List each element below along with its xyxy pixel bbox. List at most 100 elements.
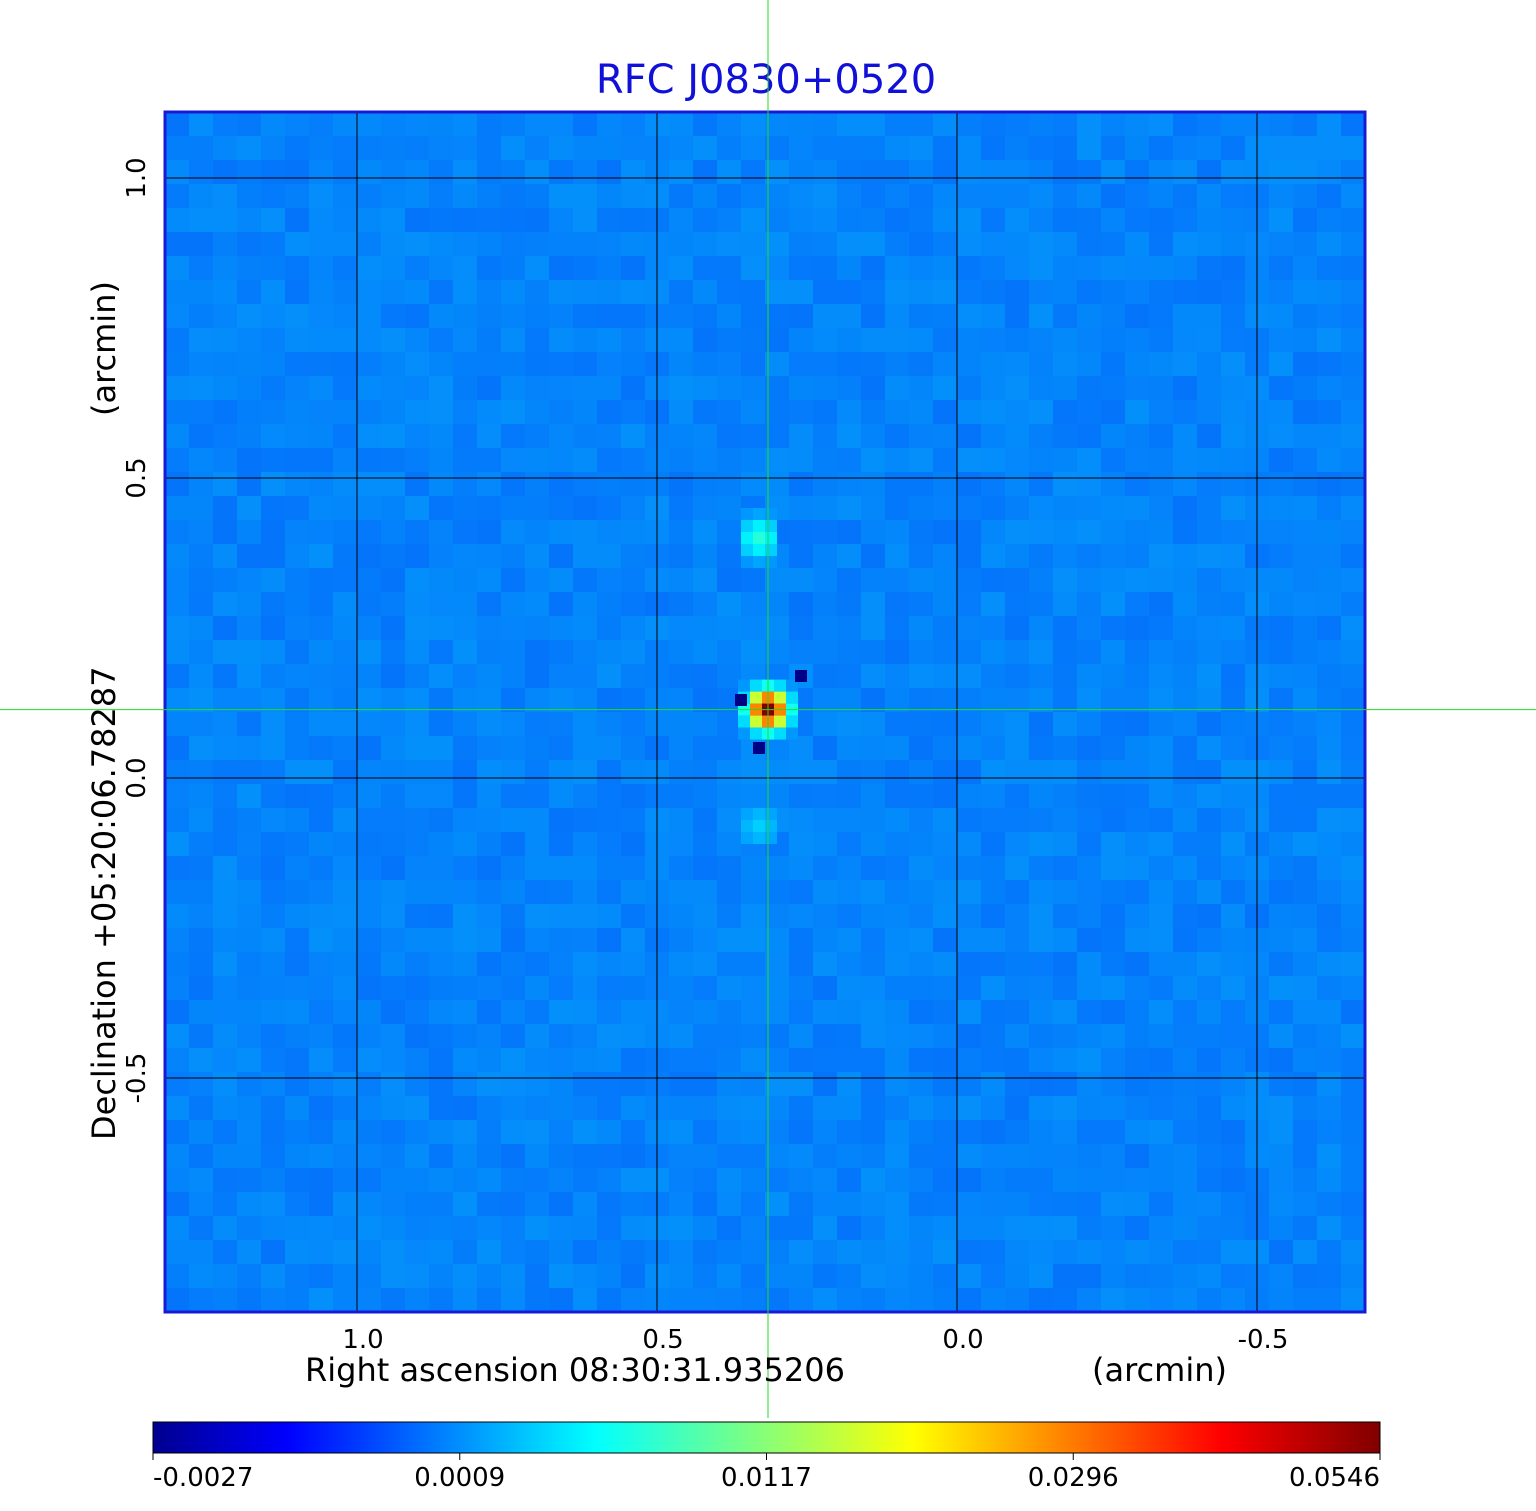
noise-cell [717,472,741,496]
noise-cell [1173,808,1197,832]
noise-cell [573,304,597,328]
jet-knot-north-pixel [765,544,777,556]
noise-cell [1317,1144,1341,1168]
noise-cell [1293,904,1317,928]
noise-cell [261,1216,285,1240]
y-tick-labels: 1.00.50.0-0.5 [122,157,152,1103]
noise-cell [1005,592,1029,616]
noise-cell [789,352,813,376]
noise-cell [525,328,549,352]
noise-cell [1101,904,1125,928]
noise-cell [813,304,837,328]
noise-cell [909,856,933,880]
noise-cell [189,1000,213,1024]
noise-cell [573,832,597,856]
noise-cell [549,856,573,880]
noise-cell [1221,880,1245,904]
noise-cell [1101,328,1125,352]
noise-cell [669,376,693,400]
noise-cell [1197,520,1221,544]
noise-cell [237,304,261,328]
noise-cell [357,496,381,520]
noise-cell [453,1240,477,1264]
noise-cell [573,808,597,832]
noise-cell [333,616,357,640]
noise-cell [165,280,189,304]
noise-cell [261,1192,285,1216]
noise-cell [573,328,597,352]
noise-cell [405,376,429,400]
noise-cell [621,184,645,208]
noise-cell [189,664,213,688]
noise-cell [1053,1048,1077,1072]
noise-cell [813,784,837,808]
noise-cell [597,544,621,568]
noise-cell [1341,208,1365,232]
noise-cell [309,544,333,568]
noise-cell [909,1240,933,1264]
noise-cell [909,616,933,640]
noise-cell [1125,136,1149,160]
noise-cell [741,376,765,400]
noise-cell [1269,568,1293,592]
noise-cell [573,976,597,1000]
noise-cell [189,856,213,880]
noise-cell [573,1120,597,1144]
noise-cell [1149,184,1173,208]
noise-cell [1077,856,1101,880]
noise-cell [1269,544,1293,568]
noise-cell [381,760,405,784]
noise-cell [309,592,333,616]
noise-cell [237,1144,261,1168]
noise-cell [213,448,237,472]
noise-cell [357,760,381,784]
noise-cell [501,376,525,400]
noise-cell [1029,640,1053,664]
noise-cell [1101,808,1125,832]
noise-cell [1269,496,1293,520]
noise-cell [1197,424,1221,448]
noise-cell [837,304,861,328]
noise-cell [765,568,789,592]
noise-cell [1317,856,1341,880]
noise-cell [1341,712,1365,736]
noise-cell [1029,1288,1053,1312]
noise-cell [1101,880,1125,904]
noise-cell [261,280,285,304]
noise-cell [381,1024,405,1048]
noise-cell [501,856,525,880]
noise-cell [165,1288,189,1312]
noise-cell [1149,808,1173,832]
noise-cell [909,568,933,592]
noise-cell [525,160,549,184]
noise-cell [1293,520,1317,544]
noise-cell [741,1072,765,1096]
noise-cell [1293,1024,1317,1048]
noise-cell [885,1216,909,1240]
noise-cell [381,256,405,280]
noise-cell [381,424,405,448]
noise-cell [477,760,501,784]
noise-cell [909,1000,933,1024]
noise-cell [1269,952,1293,976]
noise-cell [333,424,357,448]
noise-cell [1221,616,1245,640]
noise-cell [165,1264,189,1288]
noise-cell [573,136,597,160]
noise-cell [309,1000,333,1024]
noise-cell [933,352,957,376]
noise-cell [1077,280,1101,304]
noise-cell [285,544,309,568]
noise-cell [885,808,909,832]
noise-cell [813,328,837,352]
noise-cell [669,280,693,304]
noise-cell [693,952,717,976]
noise-cell [957,616,981,640]
noise-cell [717,712,741,736]
core-pixel [738,679,750,692]
noise-cell [1317,160,1341,184]
noise-cell [309,352,333,376]
noise-cell [1221,496,1245,520]
noise-cell [1221,832,1245,856]
noise-cell [1005,112,1029,136]
